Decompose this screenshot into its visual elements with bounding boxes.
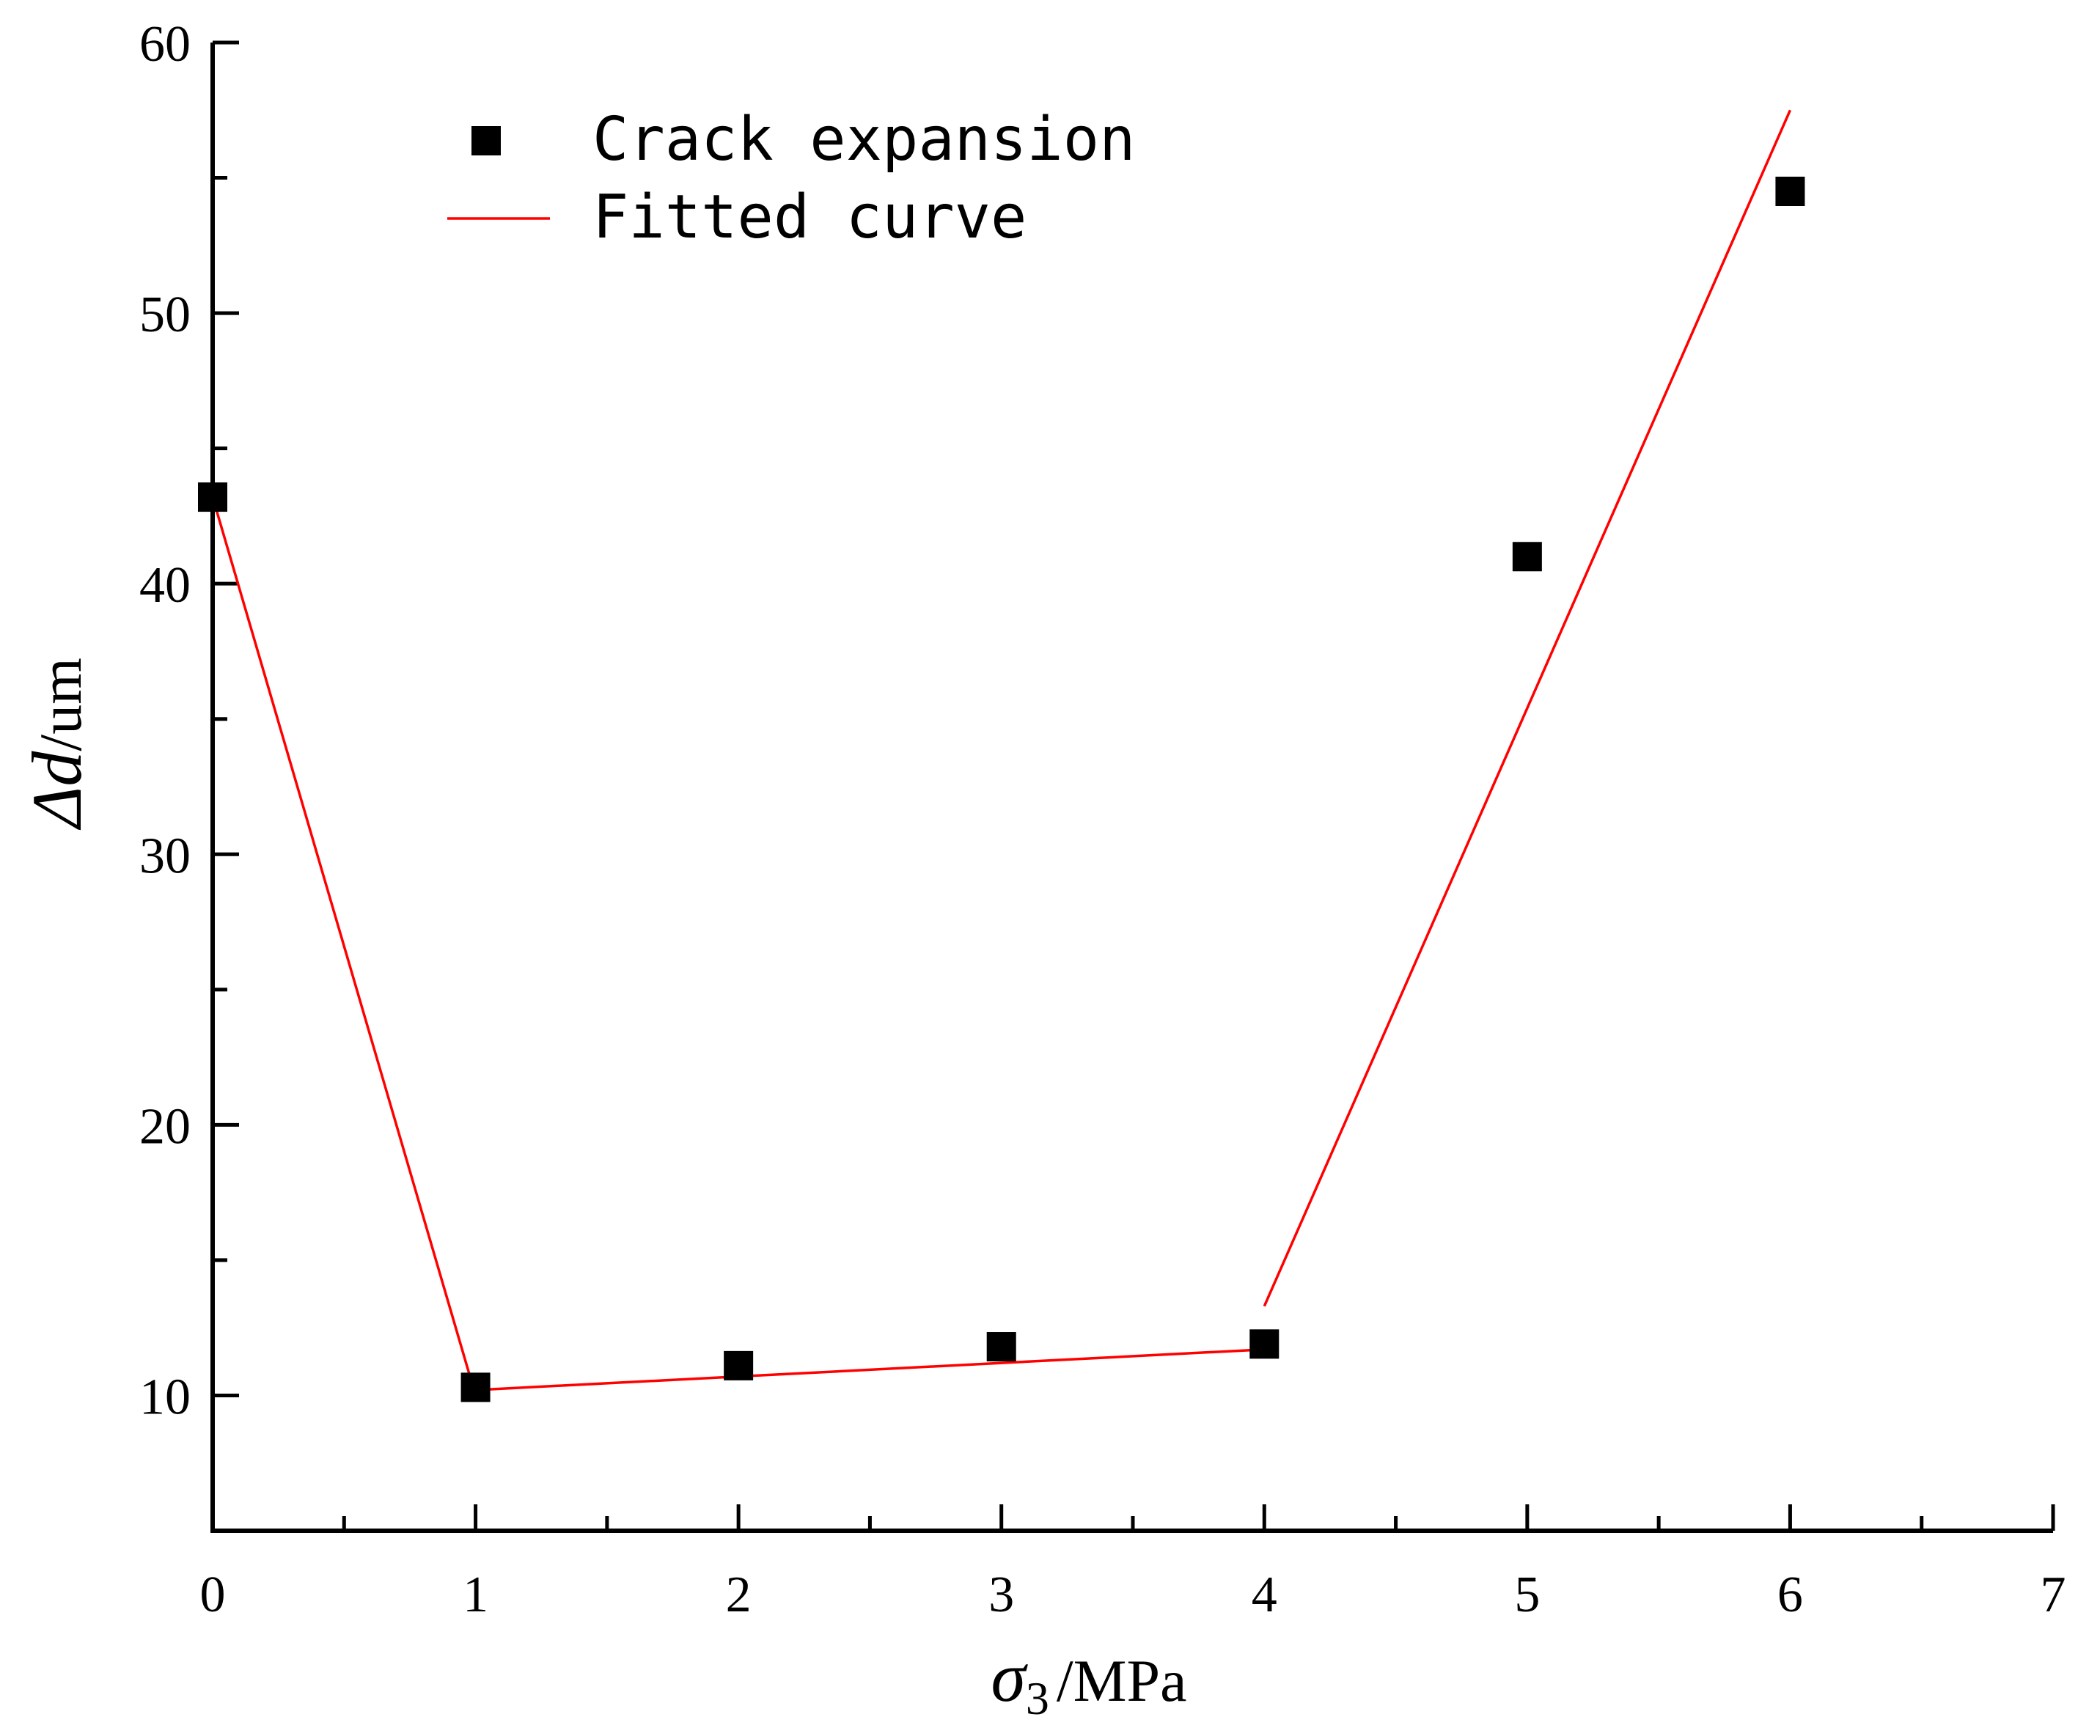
series	[198, 109, 1805, 1402]
x-tick-label: 5	[1514, 1567, 1540, 1623]
y-tick-label: 60	[139, 16, 191, 73]
fitted-curve-segment	[1263, 109, 1792, 1307]
crack-expansion-point	[1775, 177, 1805, 206]
y-tick-label: 30	[139, 828, 191, 884]
crack-expansion-point	[724, 1350, 754, 1380]
legend: Crack expansion Fitted curve	[447, 105, 1136, 252]
legend-label-crack-expansion: Crack expansion	[592, 105, 1136, 174]
y-tick-label: 40	[139, 557, 191, 614]
crack-expansion-point	[1249, 1329, 1280, 1359]
x-tick-label: 7	[2041, 1567, 2066, 1623]
legend-marker-crack-expansion	[471, 126, 501, 155]
x-tick-label: 1	[463, 1567, 488, 1623]
x-tick-label: 0	[200, 1567, 226, 1623]
crack-expansion-point	[460, 1372, 491, 1402]
fitted-curve-segment	[211, 496, 477, 1396]
x-tick-label: 2	[726, 1567, 752, 1623]
legend-label-fitted-curve: Fitted curve	[592, 183, 1027, 252]
x-tick-label: 4	[1252, 1567, 1277, 1623]
y-tick-label: 10	[139, 1369, 191, 1425]
fitted-curve-segment	[475, 1347, 1265, 1391]
crack-expansion-point	[986, 1332, 1016, 1362]
crack-expansion-point	[1512, 542, 1542, 572]
y-tick-label: 20	[139, 1098, 191, 1155]
axes: 0 1 2 3 4 5 6 7 10 20 30 40 50 60 σ3/MPa Δd/um	[18, 16, 2066, 1724]
x-tick-label: 6	[1777, 1567, 1803, 1623]
x-axis-title: σ3/MPa	[991, 1638, 1186, 1724]
crack-expansion-point	[198, 482, 227, 512]
x-tick-label: 3	[988, 1567, 1014, 1623]
y-tick-label: 50	[139, 287, 191, 343]
y-axis-title: Δd/um	[18, 658, 96, 831]
